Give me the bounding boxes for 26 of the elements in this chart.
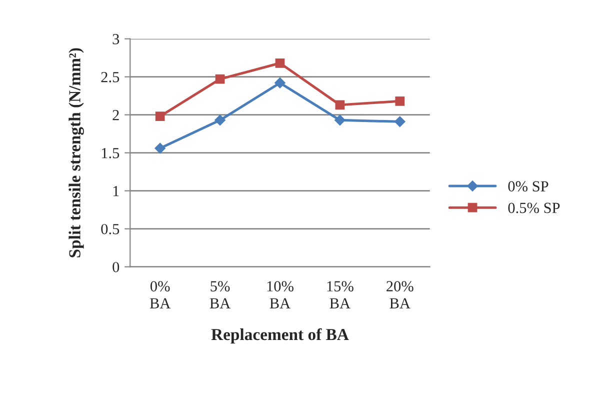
point <box>334 114 346 126</box>
y-axis-title: Split tensile strength (N/mm²) <box>68 48 84 258</box>
legend-label: 0% SP <box>508 181 548 192</box>
x-tick-label: 20% BA <box>386 281 414 308</box>
y-tick-label: 0 <box>112 262 120 272</box>
y-tick-label: 2 <box>112 110 119 120</box>
point <box>155 112 165 122</box>
y-tick-label: 1.5 <box>102 148 120 158</box>
y-tick-label: 0.5 <box>101 224 120 234</box>
point <box>395 96 405 106</box>
legend-label: 0.5% SP <box>508 202 560 214</box>
x-tick-label: 10% BA <box>267 281 294 308</box>
y-tick-label: 2.5 <box>101 72 120 82</box>
point <box>394 116 406 128</box>
y-tick-label: 3 <box>112 34 120 44</box>
y-tick-label: 1 <box>113 186 119 196</box>
point <box>335 100 345 110</box>
point <box>214 114 226 126</box>
x-axis-title: Replacement of BA <box>211 328 349 344</box>
x-tick-label: 5% BA <box>210 281 231 308</box>
point <box>275 58 285 68</box>
point <box>154 142 166 154</box>
x-tick-label: 0% BA <box>150 281 171 308</box>
x-tick-label: 15% BA <box>327 281 354 308</box>
point <box>215 74 225 84</box>
point <box>274 77 286 88</box>
